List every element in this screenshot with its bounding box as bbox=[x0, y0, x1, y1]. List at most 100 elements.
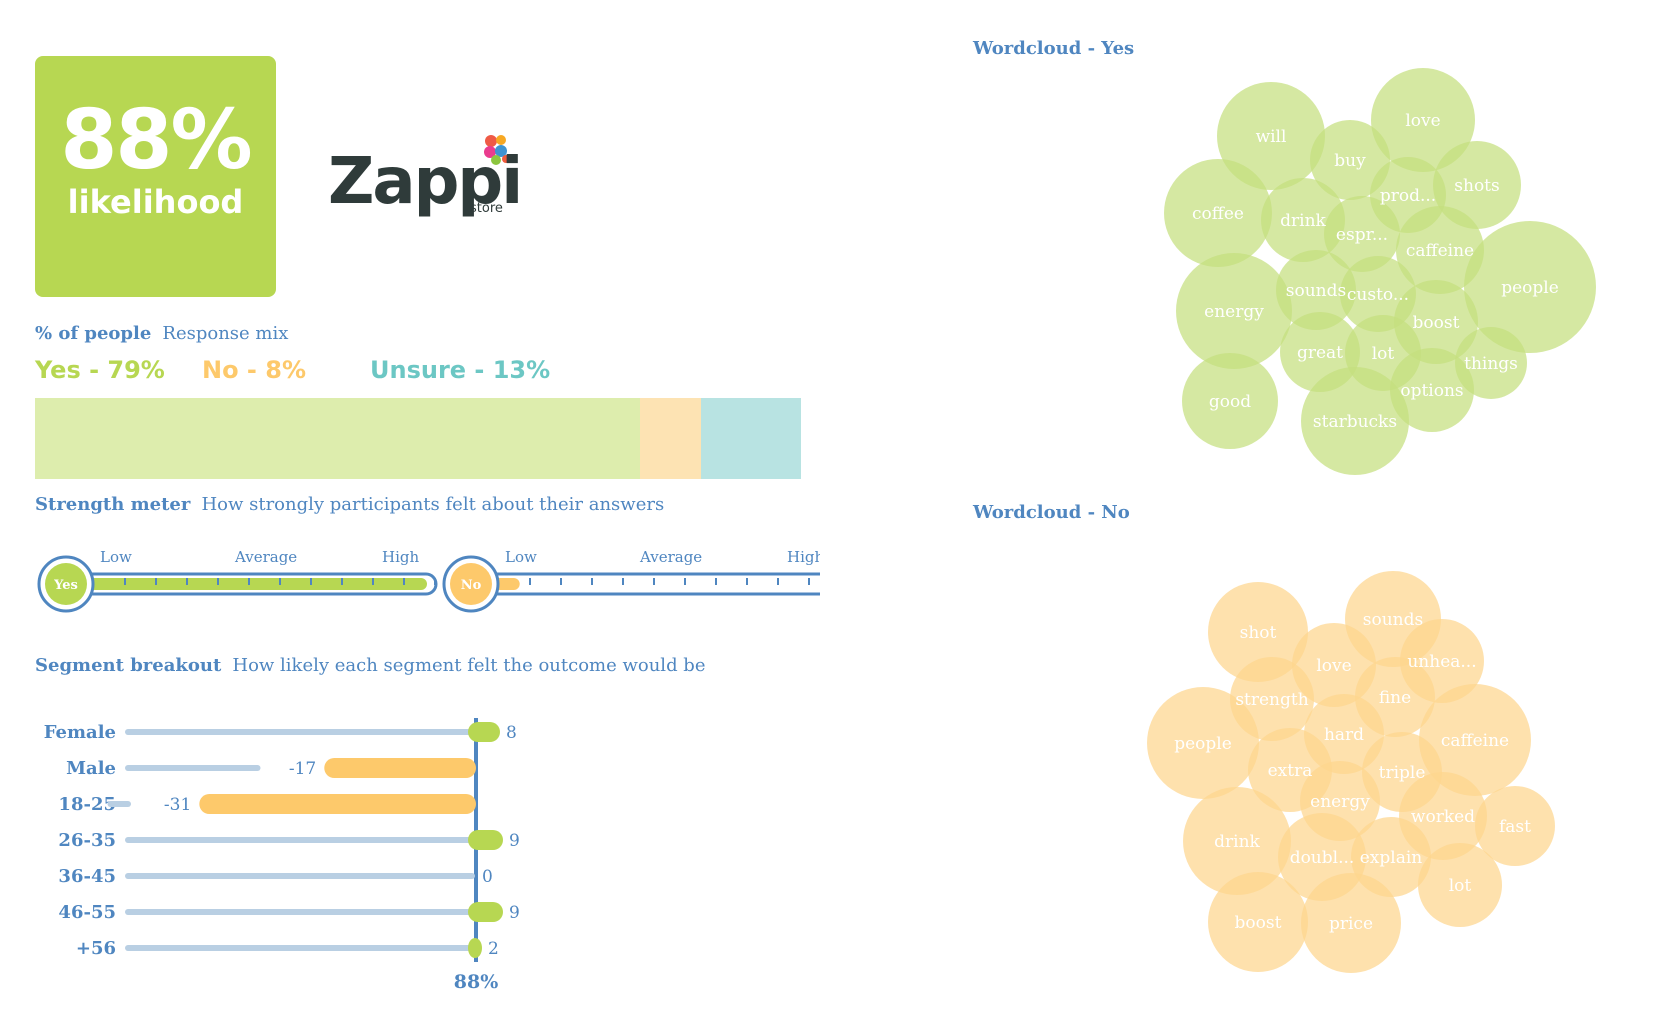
word-label: sounds bbox=[1363, 610, 1423, 630]
word-label: starbucks bbox=[1313, 412, 1397, 432]
word-label: lot bbox=[1449, 876, 1472, 896]
word-bubble bbox=[1147, 687, 1259, 799]
word-label: espr... bbox=[1336, 225, 1388, 245]
word-bubble bbox=[1351, 817, 1431, 897]
word-bubble bbox=[1371, 68, 1475, 172]
segment-value: -17 bbox=[289, 759, 316, 779]
word-bubble bbox=[1475, 786, 1555, 866]
word-label: drink bbox=[1280, 211, 1326, 231]
segment-bar bbox=[468, 902, 503, 922]
logo-dots-icon bbox=[484, 135, 510, 165]
strength-meter-yes-badge: Yes bbox=[53, 578, 78, 593]
word-bubble bbox=[1390, 348, 1474, 432]
word-bubble bbox=[1176, 253, 1292, 369]
word-label: great bbox=[1297, 343, 1343, 363]
word-label: energy bbox=[1204, 302, 1264, 322]
segment-breakout-title: Segment breakout bbox=[35, 655, 222, 676]
word-label: drink bbox=[1214, 832, 1260, 852]
word-label: people bbox=[1501, 278, 1559, 298]
likelihood-tile: 88% likelihood bbox=[35, 56, 276, 297]
wordcloud-no-title: Wordcloud - No bbox=[973, 502, 1130, 523]
word-label: caffeine bbox=[1406, 241, 1474, 261]
segment-bar bbox=[199, 794, 476, 814]
word-label: boost bbox=[1235, 913, 1282, 933]
word-bubble bbox=[1433, 141, 1521, 229]
word-label: people bbox=[1174, 734, 1232, 754]
segment-value: -31 bbox=[164, 795, 191, 815]
response-mix-header: % of people Response mix bbox=[35, 323, 288, 344]
strength-meter-no: No Low Average High bbox=[442, 548, 820, 613]
segment-label: Female bbox=[44, 722, 116, 743]
word-bubble bbox=[1217, 82, 1325, 190]
word-label: extra bbox=[1268, 761, 1313, 781]
segment-bar bbox=[468, 938, 482, 958]
word-bubble bbox=[1418, 843, 1502, 927]
wordcloud-yes: will love buy shots prod... coffee drink espr..… bbox=[1164, 68, 1596, 475]
strength-meter-no-badge: No bbox=[461, 578, 482, 593]
word-label: shots bbox=[1454, 176, 1499, 196]
word-bubble bbox=[1419, 684, 1531, 796]
word-label: boost bbox=[1413, 313, 1460, 333]
word-bubble bbox=[1324, 196, 1400, 272]
word-label: fast bbox=[1499, 817, 1531, 837]
response-yes-label: Yes - 79% bbox=[35, 356, 165, 384]
word-label: shot bbox=[1240, 623, 1277, 643]
strength-meter-header: Strength meter How strongly participants… bbox=[35, 494, 664, 515]
segment-bar bbox=[468, 722, 500, 742]
wordcloud-no: shot sounds love unhea... strength fine people… bbox=[1147, 571, 1555, 973]
response-no-label: No - 8% bbox=[202, 356, 306, 384]
segment-bar bbox=[324, 758, 476, 778]
word-bubble bbox=[1396, 206, 1484, 294]
segment-baseline-label: 88% bbox=[454, 971, 499, 993]
strength-meter-description: How strongly participants felt about the… bbox=[201, 494, 665, 515]
word-label: love bbox=[1405, 111, 1440, 131]
segment-label: 36-45 bbox=[58, 866, 116, 887]
segment-value: 9 bbox=[509, 903, 520, 923]
strength-meter-yes-ticks bbox=[124, 578, 436, 585]
word-label: options bbox=[1400, 381, 1463, 401]
word-bubble bbox=[1261, 178, 1345, 262]
word-label: caffeine bbox=[1441, 731, 1509, 751]
word-label: good bbox=[1209, 392, 1251, 412]
strength-meter-yes-average: Average bbox=[234, 548, 297, 566]
strength-meter-no-high: High bbox=[787, 548, 820, 566]
response-mix-unsure-segment bbox=[701, 398, 801, 479]
word-label: triple bbox=[1379, 763, 1426, 783]
strength-meter-yes-high: High bbox=[382, 548, 419, 566]
segment-label: Male bbox=[66, 758, 116, 779]
word-bubble bbox=[1164, 159, 1272, 267]
word-bubble bbox=[1301, 873, 1401, 973]
strength-meter-no-low: Low bbox=[505, 548, 537, 566]
word-label: lot bbox=[1372, 344, 1395, 364]
segment-breakout-description: How likely each segment felt the outcome… bbox=[232, 655, 706, 676]
response-mix-bar bbox=[35, 398, 801, 479]
word-label: love bbox=[1316, 656, 1351, 676]
word-bubble bbox=[1310, 120, 1390, 200]
word-label: things bbox=[1464, 354, 1518, 374]
wordcloud-yes-title: Wordcloud - Yes bbox=[973, 38, 1135, 59]
segment-label: 26-35 bbox=[58, 830, 116, 851]
response-mix-description: Response mix bbox=[162, 323, 289, 344]
segment-breakout-header: Segment breakout How likely each segment… bbox=[35, 655, 705, 676]
word-bubble bbox=[1208, 872, 1308, 972]
strength-meter-yes: Yes Low Average High bbox=[37, 548, 438, 613]
word-label: sounds bbox=[1286, 281, 1346, 301]
strength-meter-yes-low: Low bbox=[100, 548, 132, 566]
strength-meter-no-ticks bbox=[529, 578, 810, 585]
word-bubble bbox=[1292, 623, 1376, 707]
word-label: will bbox=[1256, 127, 1287, 147]
word-bubble bbox=[1182, 353, 1278, 449]
word-label: coffee bbox=[1192, 204, 1244, 224]
zappi-logo: Zappi store bbox=[328, 128, 528, 228]
segment-value: 9 bbox=[509, 831, 520, 851]
response-mix-no-segment bbox=[640, 398, 702, 479]
strength-meter-no-average: Average bbox=[639, 548, 702, 566]
likelihood-label: likelihood bbox=[67, 183, 244, 221]
strength-meters: Yes Low Average High No Low Average High bbox=[37, 548, 820, 613]
word-bubble bbox=[1276, 250, 1356, 330]
word-label: explain bbox=[1360, 848, 1423, 868]
word-bubble bbox=[1464, 221, 1596, 353]
word-label: fine bbox=[1379, 688, 1411, 708]
response-mix-yes-segment bbox=[35, 398, 641, 479]
word-label: worked bbox=[1411, 807, 1475, 827]
